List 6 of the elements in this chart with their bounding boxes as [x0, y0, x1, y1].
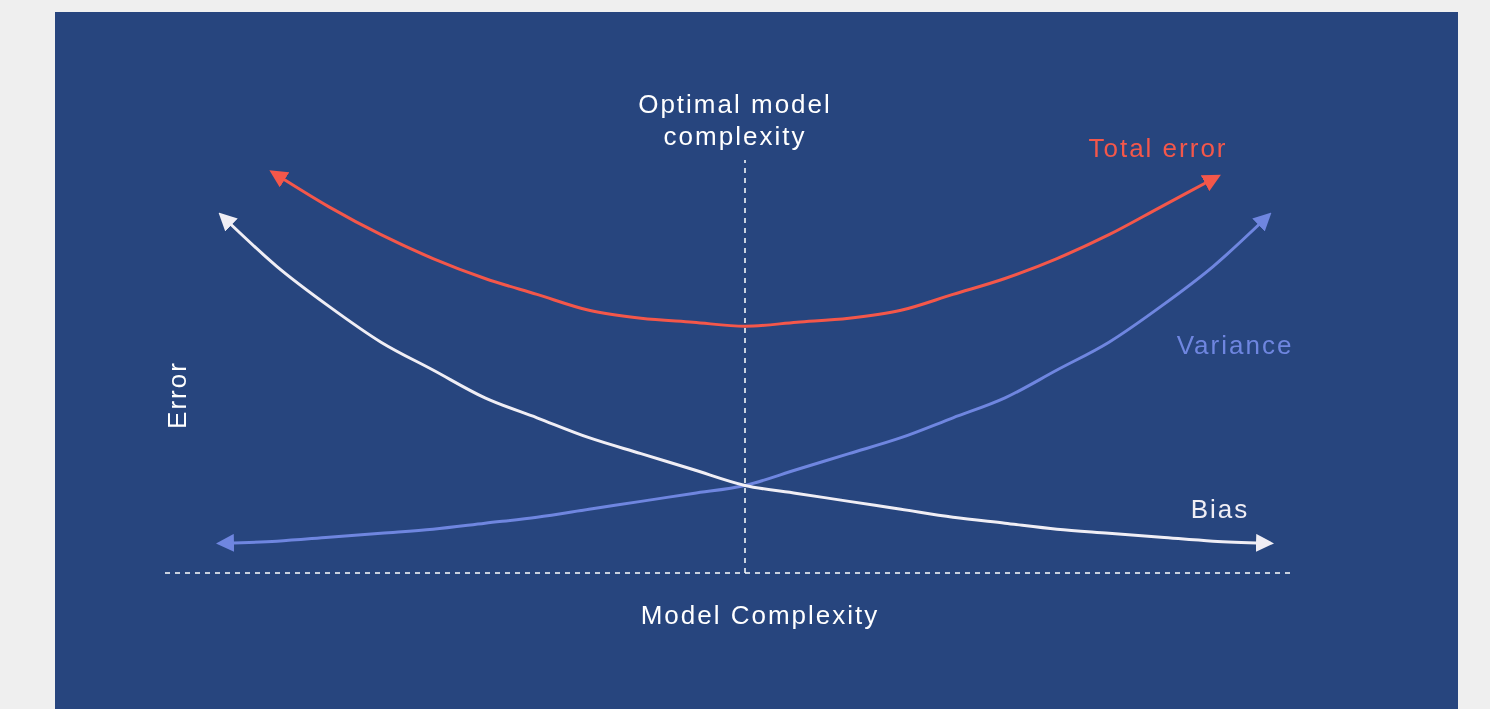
series-label: Variance — [1176, 329, 1294, 360]
text: Optimal model complexity — [638, 89, 832, 151]
series-label: Total error — [1088, 132, 1228, 163]
series-label: Bias — [1190, 494, 1250, 525]
y-axis-title: Error — [162, 361, 192, 429]
x-axis-title: Model Complexity — [640, 600, 880, 630]
